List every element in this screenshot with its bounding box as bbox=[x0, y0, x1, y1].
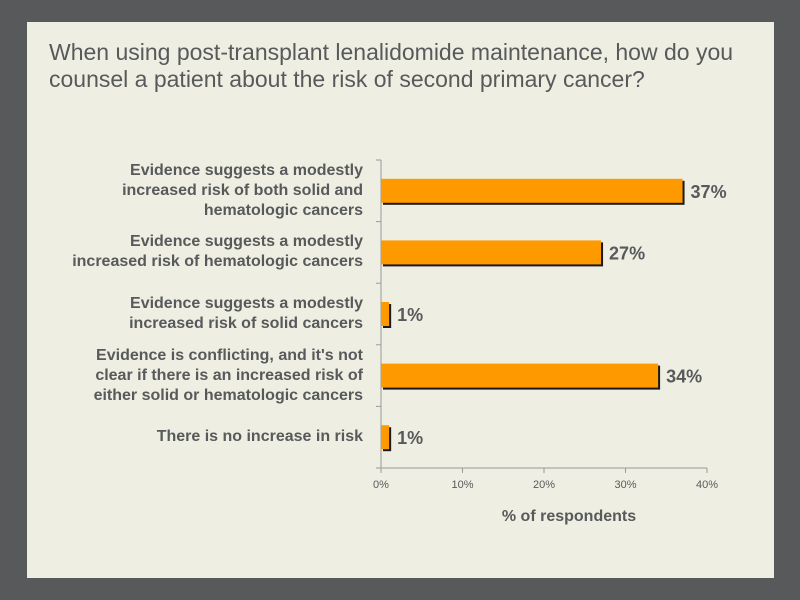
x-tick-label: 0% bbox=[373, 479, 389, 491]
bar bbox=[381, 178, 683, 203]
category-label-line: either solid or hematologic cancers bbox=[93, 386, 363, 404]
category-label-line: increased risk of both solid and bbox=[122, 181, 363, 199]
category-label-line: Evidence suggests a modestly bbox=[130, 161, 363, 179]
bar bbox=[381, 240, 602, 265]
category-label-line: hematologic cancers bbox=[203, 201, 363, 219]
category-label-line: Evidence suggests a modestly bbox=[130, 295, 363, 312]
data-label: 34% bbox=[666, 367, 702, 387]
category-label: Evidence suggests a modestly increased ri… bbox=[129, 294, 363, 334]
x-axis-title: % of respondents bbox=[502, 508, 636, 525]
slide: When using post-transplant lenalidomide … bbox=[27, 22, 774, 578]
category-label-line: Evidence is conflicting, and it's not bbox=[96, 346, 363, 364]
bar bbox=[381, 425, 390, 450]
category-label: There is no increase in risk bbox=[157, 427, 363, 447]
x-tick-label: 30% bbox=[614, 479, 636, 491]
bar bbox=[381, 363, 659, 388]
x-tick-label: 20% bbox=[533, 479, 555, 491]
chart-title: When using post-transplant lenalidomide … bbox=[49, 39, 734, 92]
category-label: Evidence suggests a modestly increased ri… bbox=[122, 161, 363, 221]
x-tick-label: 10% bbox=[451, 479, 473, 491]
category-label: Evidence is conflicting, and it's not cle… bbox=[94, 346, 363, 406]
category-label-line: increased risk of hematologic cancers bbox=[72, 253, 363, 271]
category-label-line: increased risk of solid cancers bbox=[129, 315, 363, 332]
data-label: 1% bbox=[397, 305, 423, 325]
data-label: 27% bbox=[609, 243, 645, 263]
category-label: Evidence suggests a modestly increased ri… bbox=[72, 232, 363, 272]
bar-chart: 0% 10% 20% 30% 40% 37% 27% 1% 34% 1% % of responde… bbox=[373, 159, 727, 525]
category-label-line: clear if there is an increased risk of bbox=[95, 366, 363, 384]
category-label-line: Evidence suggests a modestly bbox=[130, 233, 363, 251]
x-tick-label: 40% bbox=[696, 479, 718, 491]
data-label: 1% bbox=[397, 428, 423, 448]
category-label-line: There is no increase in risk bbox=[156, 428, 363, 446]
bar bbox=[381, 302, 390, 326]
data-label: 37% bbox=[691, 182, 727, 202]
